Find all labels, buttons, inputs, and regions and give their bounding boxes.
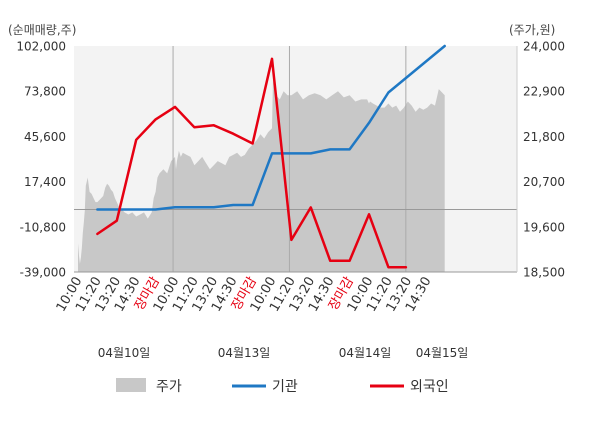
line-layer <box>96 44 446 269</box>
price-area-layer <box>78 78 445 273</box>
legend-swatch-box <box>116 378 146 392</box>
series-line-1 <box>96 44 446 211</box>
date-layer: 04월10일 04월13일 04월14일 04월15일 <box>98 346 469 360</box>
grid-layer <box>74 46 518 273</box>
right-tick-label: 18,500 <box>523 266 565 280</box>
date-label: 04월14일 <box>339 346 392 360</box>
x-tick-layer: 10:0011:2013:2014:30장마감10:0011:2013:2014… <box>54 274 435 314</box>
date-label: 04월15일 <box>416 346 469 360</box>
left-tick-label: 102,000 <box>16 40 66 54</box>
right-tick-label: 22,900 <box>523 85 565 99</box>
left-tick-label: 45,600 <box>24 130 66 144</box>
legend-label: 외국인 <box>410 379 449 395</box>
left-tick-label: -10,800 <box>20 220 66 234</box>
right-tick-label: 19,600 <box>523 220 565 234</box>
y-tick-layer: 102,000 24,000 73,800 22,900 45,600 21,800 17,… <box>16 40 565 280</box>
legend-label: 기관 <box>272 379 298 395</box>
right-axis-title: (주가,원) <box>509 23 555 37</box>
date-label: 04월10일 <box>98 346 151 360</box>
left-tick-label: 73,800 <box>24 85 66 99</box>
legend: 주가 기관 외국인 <box>116 378 449 395</box>
right-tick-label: 21,800 <box>523 130 565 144</box>
series-line-2 <box>96 57 408 269</box>
left-tick-label: -39,000 <box>20 266 66 280</box>
legend-label: 주가 <box>156 379 182 395</box>
left-axis-title: (순매매량,주) <box>8 23 76 37</box>
left-tick-label: 17,400 <box>24 175 66 189</box>
right-tick-label: 20,700 <box>523 175 565 189</box>
right-tick-label: 24,000 <box>523 40 565 54</box>
price-area <box>78 78 445 273</box>
date-label: 04월13일 <box>218 346 271 360</box>
